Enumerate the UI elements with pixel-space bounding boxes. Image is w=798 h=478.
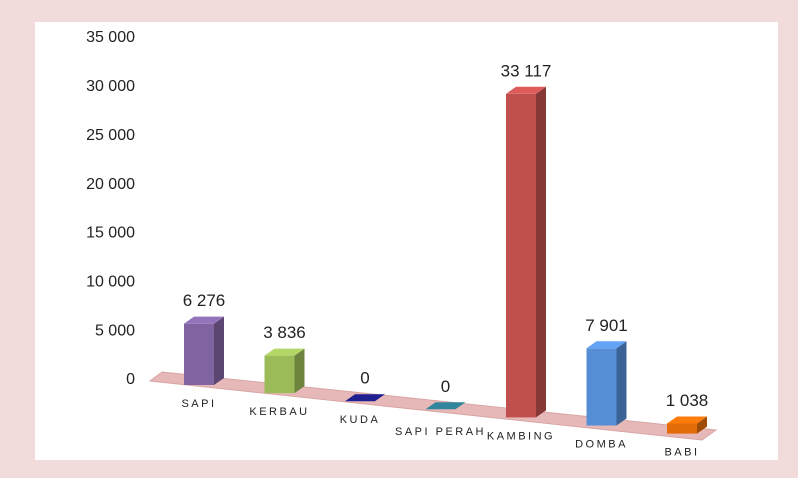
plot-area (35, 22, 778, 460)
bar (264, 355, 295, 394)
y-tick-label: 0 (126, 371, 135, 388)
bar (506, 93, 536, 418)
value-label: 1 038 (666, 391, 709, 410)
y-tick-label: 15 000 (86, 225, 135, 242)
bar-top (586, 341, 627, 349)
x-tick-label: SAPI PERAH (395, 426, 486, 438)
value-label: 7 901 (585, 316, 628, 335)
y-tick-label: 35 000 (86, 29, 135, 46)
value-label: 0 (441, 377, 450, 396)
bar (667, 423, 697, 434)
value-label: 6 276 (183, 291, 226, 310)
bar-side (697, 416, 707, 434)
bar-side (616, 341, 627, 426)
bar-side (294, 348, 305, 394)
value-label: 3 836 (263, 323, 306, 342)
y-tick-label: 20 000 (86, 176, 135, 193)
y-tick-label: 30 000 (86, 78, 135, 95)
bar-side (214, 316, 224, 385)
x-tick-label: DOMBA (575, 438, 628, 450)
y-tick-label: 25 000 (86, 127, 135, 144)
bar-side (536, 86, 546, 418)
bar-top (425, 402, 466, 410)
x-tick-label: SAPI (181, 398, 216, 410)
y-tick-label: 5 000 (95, 322, 135, 339)
bar-top (667, 416, 707, 424)
x-tick-label: BABI (664, 447, 699, 459)
bar (586, 348, 617, 426)
value-label: 33 117 (501, 61, 552, 80)
bar-top (506, 86, 546, 94)
x-tick-label: KAMBING (487, 430, 555, 442)
bar (184, 323, 214, 385)
bar-top (184, 316, 224, 324)
value-label: 0 (360, 369, 369, 388)
bar-top (264, 348, 305, 356)
x-tick-label: KERBAU (249, 406, 309, 418)
bar-top (345, 394, 385, 402)
y-tick-label: 10 000 (86, 274, 135, 291)
x-tick-label: KUDA (340, 414, 381, 426)
